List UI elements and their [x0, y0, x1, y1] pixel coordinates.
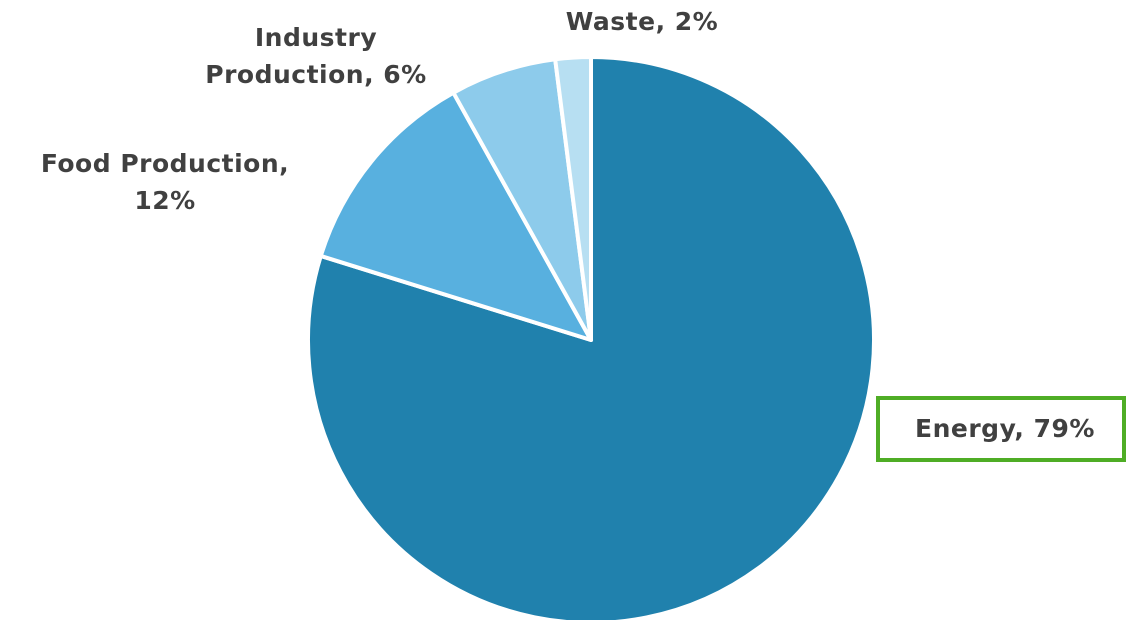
data-label-energy-highlighted: Energy, 79%: [876, 396, 1126, 462]
data-label-food-production: Food Production, 12%: [0, 145, 330, 219]
data-label-waste: Waste, 2%: [542, 3, 742, 40]
data-label-industry-production: Industry Production, 6%: [176, 19, 456, 93]
data-label-industry-line-2: Production, 6%: [205, 60, 427, 89]
data-label-industry-line-1: Industry: [254, 23, 378, 52]
data-label-energy-text: Energy, 79%: [915, 414, 1095, 443]
data-label-food-line-2: 12%: [134, 186, 196, 215]
pie-slice-food-production: [318, 90, 593, 342]
data-label-food-line-1: Food Production,: [40, 149, 290, 178]
data-label-waste-line-1: Waste, 2%: [565, 7, 719, 36]
pie-slice-waste: [553, 55, 593, 342]
